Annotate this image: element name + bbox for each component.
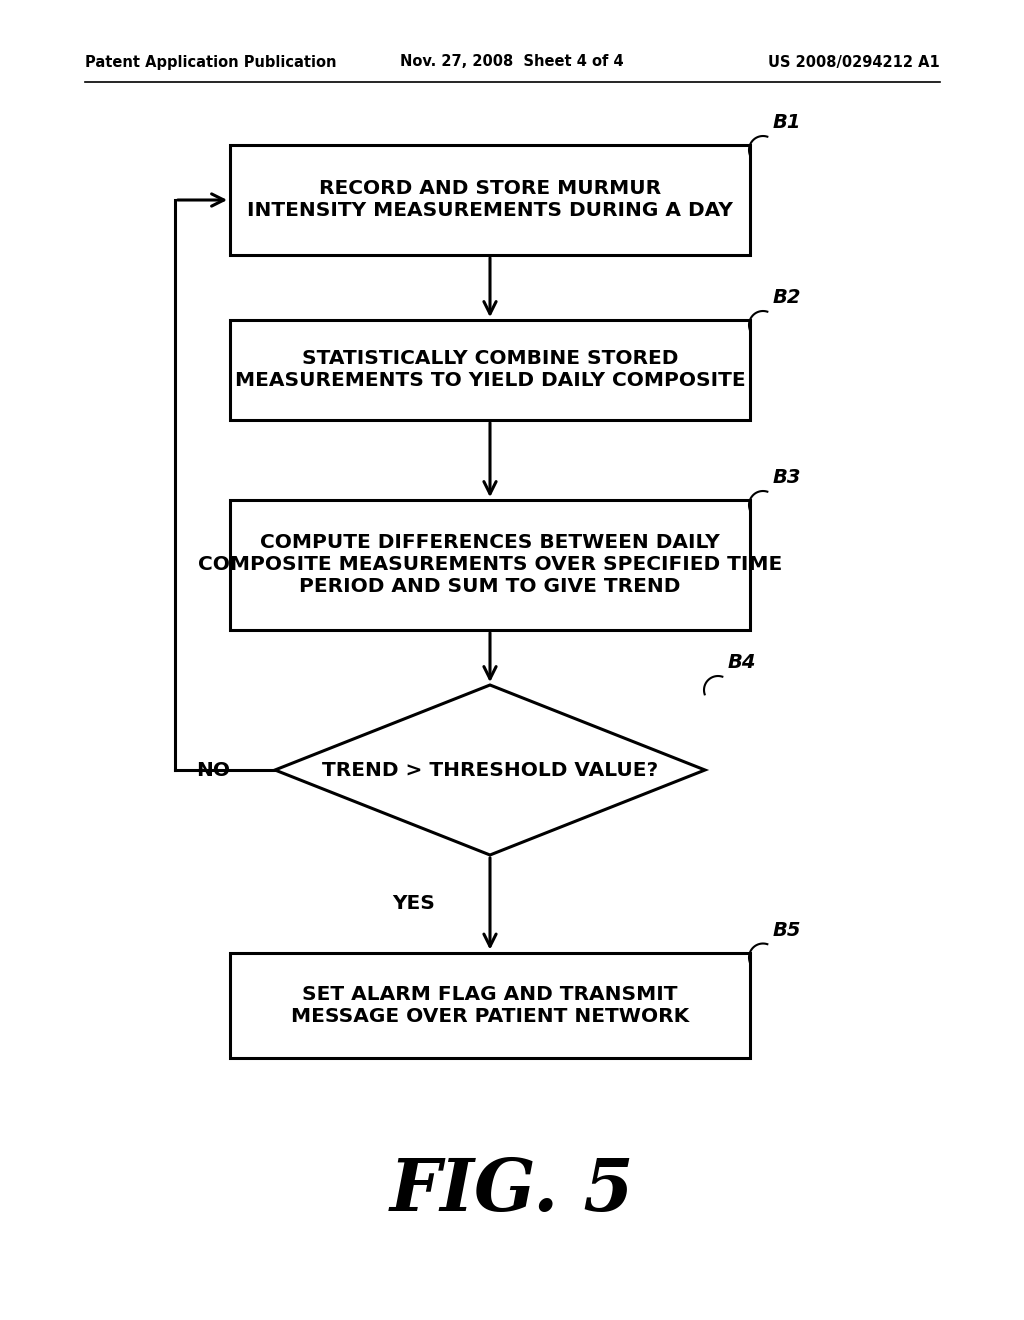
Text: B4: B4 bbox=[728, 653, 757, 672]
Text: B3: B3 bbox=[773, 469, 802, 487]
FancyBboxPatch shape bbox=[230, 145, 750, 255]
Polygon shape bbox=[275, 685, 705, 855]
Text: COMPUTE DIFFERENCES BETWEEN DAILY
COMPOSITE MEASUREMENTS OVER SPECIFIED TIME
PER: COMPUTE DIFFERENCES BETWEEN DAILY COMPOS… bbox=[198, 533, 782, 597]
Text: Patent Application Publication: Patent Application Publication bbox=[85, 54, 337, 70]
Text: TREND > THRESHOLD VALUE?: TREND > THRESHOLD VALUE? bbox=[322, 760, 658, 780]
FancyBboxPatch shape bbox=[230, 953, 750, 1057]
FancyBboxPatch shape bbox=[230, 500, 750, 630]
Text: US 2008/0294212 A1: US 2008/0294212 A1 bbox=[768, 54, 940, 70]
Text: YES: YES bbox=[392, 894, 435, 913]
Text: Nov. 27, 2008  Sheet 4 of 4: Nov. 27, 2008 Sheet 4 of 4 bbox=[400, 54, 624, 70]
Text: FIG. 5: FIG. 5 bbox=[390, 1155, 634, 1225]
Text: B2: B2 bbox=[773, 288, 802, 308]
FancyBboxPatch shape bbox=[230, 319, 750, 420]
Text: RECORD AND STORE MURMUR
INTENSITY MEASUREMENTS DURING A DAY: RECORD AND STORE MURMUR INTENSITY MEASUR… bbox=[247, 180, 733, 220]
Text: B1: B1 bbox=[773, 114, 802, 132]
Text: SET ALARM FLAG AND TRANSMIT
MESSAGE OVER PATIENT NETWORK: SET ALARM FLAG AND TRANSMIT MESSAGE OVER… bbox=[291, 985, 689, 1026]
Text: NO: NO bbox=[196, 760, 230, 780]
Text: STATISTICALLY COMBINE STORED
MEASUREMENTS TO YIELD DAILY COMPOSITE: STATISTICALLY COMBINE STORED MEASUREMENT… bbox=[234, 350, 745, 391]
Text: B5: B5 bbox=[773, 920, 802, 940]
